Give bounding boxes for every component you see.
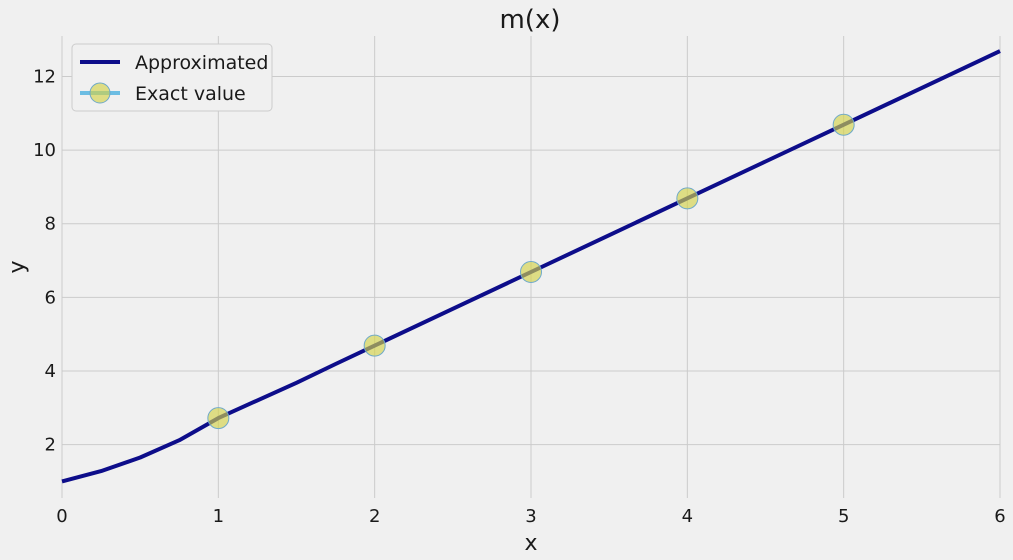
data-point-exact <box>520 260 542 283</box>
x-axis-label: x <box>524 531 537 556</box>
data-point-exact <box>207 407 230 430</box>
data-point-exact <box>676 187 699 210</box>
y-axis-label: y <box>5 260 30 273</box>
data-point-exact <box>363 334 386 357</box>
y-tick-label: 4 <box>45 361 56 382</box>
legend-box <box>71 43 273 112</box>
chart-title: m(x) <box>499 5 560 35</box>
y-tick-label: 8 <box>45 214 56 235</box>
x-tick-label: 4 <box>682 506 693 527</box>
legend: Approximated Exact value <box>71 43 273 112</box>
y-tick-label: 10 <box>33 140 56 161</box>
x-tick-label: 3 <box>525 506 536 527</box>
x-tick-label: 2 <box>369 506 380 527</box>
y-tick-label: 2 <box>45 435 56 456</box>
grid <box>61 36 1001 498</box>
y-tick-label: 12 <box>33 66 56 87</box>
x-tick-label: 0 <box>56 506 67 527</box>
series <box>61 49 1001 484</box>
data-point-exact <box>832 113 855 136</box>
legend-marker-exact <box>89 82 111 104</box>
x-tick-label: 1 <box>213 506 224 527</box>
legend-label-exact: Exact value <box>135 83 246 105</box>
x-tick-label: 5 <box>838 506 849 527</box>
y-tick-label: 6 <box>45 287 56 308</box>
x-tick-label: 6 <box>994 506 1005 527</box>
legend-label-approximated: Approximated <box>135 52 268 74</box>
